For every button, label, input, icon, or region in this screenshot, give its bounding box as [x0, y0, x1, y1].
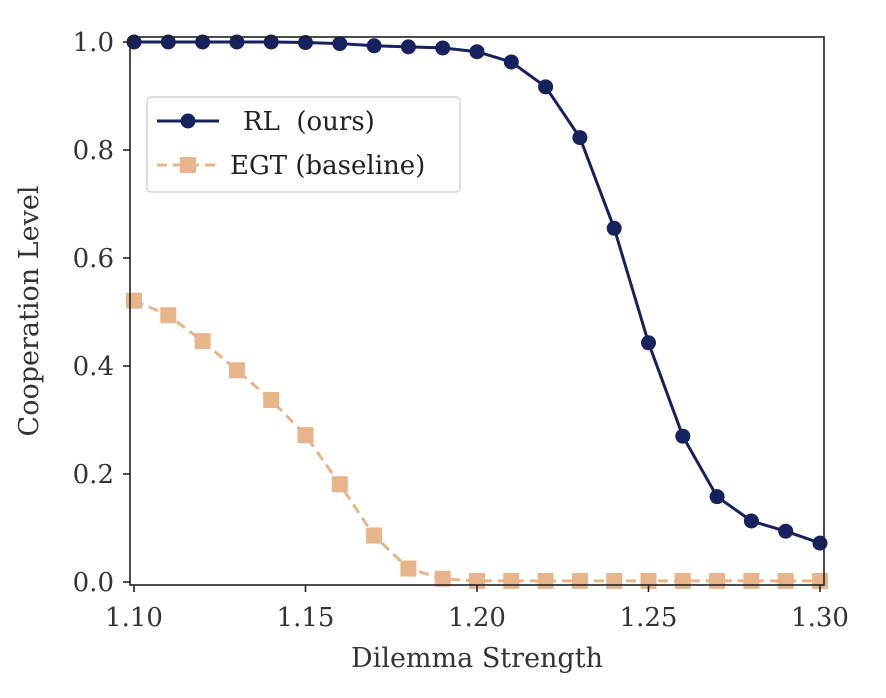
- rl-data-point: [503, 54, 519, 70]
- legend-box: [146, 96, 461, 193]
- rl-data-point: [572, 130, 588, 146]
- egt-data-point: [571, 572, 588, 589]
- x-tick-label: 1.30: [791, 603, 849, 633]
- rl-data-point: [778, 523, 794, 539]
- y-tick-label: 0.2: [73, 460, 114, 490]
- rl-data-point: [400, 39, 416, 55]
- egt-data-point: [537, 572, 554, 589]
- legend: RL (ours) EGT (baseline): [146, 96, 461, 193]
- egt-data-point: [503, 572, 520, 589]
- legend-marker-egt: [180, 157, 196, 173]
- x-tick-label: 1.10: [105, 603, 163, 633]
- rl-data-point: [298, 35, 313, 51]
- rl-data-point: [641, 335, 656, 351]
- y-tick-label: 0.0: [73, 568, 114, 598]
- y-tick-label: 0.4: [73, 352, 114, 382]
- egt-data-point: [606, 572, 623, 589]
- rl-data-point: [332, 36, 348, 52]
- ticks-layer: 1.10 1.15 1.20 1.25 1.30 0.0 0.2 0.4 0.6 0.8 1.0: [73, 28, 849, 633]
- egt-data-point: [126, 292, 142, 309]
- egt-data-point: [331, 476, 348, 493]
- x-tick-label: 1.20: [448, 603, 506, 633]
- x-tick-label: 1.25: [620, 603, 678, 633]
- egt-data-point: [366, 527, 383, 544]
- egt-data-point: [434, 570, 451, 587]
- egt-data-point: [160, 307, 177, 324]
- egt-data-point: [709, 572, 726, 589]
- rl-data-point: [812, 535, 828, 551]
- egt-data-point: [297, 427, 314, 444]
- y-tick-label: 0.8: [73, 136, 114, 166]
- y-tick-label: 0.6: [73, 244, 114, 274]
- rl-data-point: [160, 34, 176, 50]
- rl-data-point: [675, 428, 691, 444]
- legend-marker-rl: [180, 113, 196, 129]
- legend-label-egt: EGT (baseline): [230, 151, 425, 181]
- rl-data-point: [743, 513, 759, 529]
- egt-data-point: [263, 392, 280, 409]
- egt-data-point: [777, 572, 794, 589]
- egt-data-point: [400, 560, 417, 577]
- y-tick-label: 1.0: [73, 28, 114, 58]
- rl-data-point: [538, 79, 554, 95]
- x-axis-title: Dilemma Strength: [351, 643, 603, 674]
- rl-data-point: [435, 40, 451, 56]
- egt-data-point: [194, 333, 211, 350]
- rl-data-point: [366, 38, 382, 54]
- rl-data-point: [709, 489, 725, 505]
- rl-data-point: [195, 34, 211, 50]
- egt-data-point: [743, 572, 760, 589]
- rl-data-point: [469, 44, 485, 60]
- rl-data-point: [229, 34, 245, 50]
- rl-data-point: [606, 220, 622, 236]
- y-axis-title: Cooperation Level: [14, 186, 45, 437]
- legend-label-rl: RL (ours): [243, 107, 375, 137]
- egt-data-point: [228, 362, 245, 379]
- egt-data-point: [674, 572, 691, 589]
- rl-data-point: [263, 34, 279, 50]
- x-tick-label: 1.15: [277, 603, 335, 633]
